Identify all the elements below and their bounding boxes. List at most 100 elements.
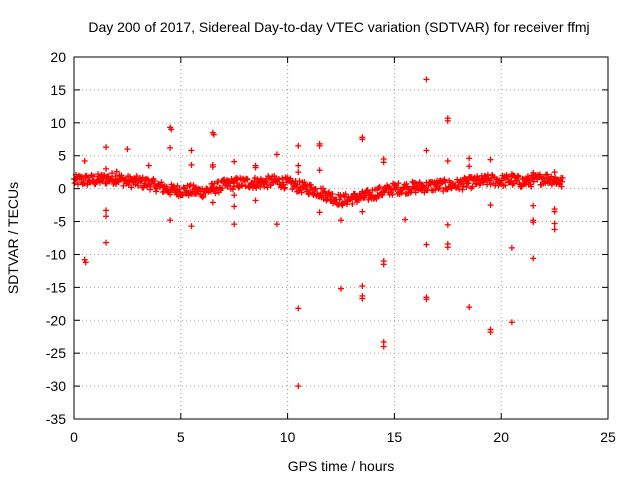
chart-title: Day 200 of 2017, Sidereal Day-to-day VTE…: [88, 19, 589, 35]
data-point: [120, 182, 127, 189]
data-point-outlier: [295, 169, 302, 176]
data-point-outlier: [423, 241, 430, 248]
data-point: [281, 185, 288, 192]
data-point-outlier: [252, 197, 259, 204]
data-point: [138, 177, 145, 184]
data-point: [335, 201, 342, 208]
y-tick-label: -35: [46, 411, 66, 427]
data-point: [436, 184, 443, 191]
data-point-outlier: [295, 142, 302, 149]
data-point-outlier: [209, 163, 216, 170]
data-point-outlier: [359, 208, 366, 215]
data-point: [143, 175, 150, 182]
y-tick-label: -30: [46, 378, 66, 394]
data-point: [177, 188, 184, 195]
data-point: [515, 173, 522, 180]
data-point: [210, 186, 217, 193]
data-point: [441, 176, 448, 183]
data-point-outlier: [423, 296, 430, 303]
data-point-outlier: [359, 295, 366, 302]
data-point: [105, 173, 112, 180]
data-point: [261, 183, 268, 190]
x-tick-label: 20: [493, 429, 509, 445]
data-point: [281, 184, 288, 191]
data-point: [442, 179, 449, 186]
y-tick-label: -5: [54, 214, 67, 230]
data-point: [298, 189, 305, 196]
data-point: [287, 175, 294, 182]
data-point: [457, 177, 464, 184]
data-point: [373, 195, 380, 202]
data-point: [412, 179, 419, 186]
data-point-outlier: [124, 146, 131, 153]
data-point: [214, 179, 221, 186]
data-point: [171, 183, 178, 190]
data-point: [349, 200, 356, 207]
data-point: [463, 184, 470, 191]
y-tick-label: 20: [50, 49, 66, 65]
data-point-outlier: [167, 217, 174, 224]
data-point-outlier: [530, 255, 537, 262]
data-point: [376, 183, 383, 190]
data-point: [344, 201, 351, 208]
data-point: [288, 179, 295, 186]
data-point: [510, 180, 517, 187]
data-point-outlier: [82, 259, 89, 266]
data-point: [327, 194, 334, 201]
data-point: [71, 180, 78, 187]
data-point: [127, 173, 134, 180]
data-point-outlier: [444, 221, 451, 228]
x-tick-label: 5: [177, 429, 185, 445]
data-point: [465, 180, 472, 187]
data-point: [487, 181, 494, 188]
data-point: [528, 183, 535, 190]
data-point-outlier: [530, 169, 537, 176]
data-point: [269, 179, 276, 186]
data-point-outlier: [380, 343, 387, 350]
data-point-outlier: [209, 199, 216, 206]
data-point: [280, 181, 287, 188]
data-point: [488, 175, 495, 182]
data-point: [432, 186, 439, 193]
data-point-outlier: [316, 209, 323, 216]
data-point: [219, 185, 226, 192]
x-axis-label: GPS time / hours: [288, 458, 395, 474]
data-point: [375, 184, 382, 191]
data-point-outlier: [273, 221, 280, 228]
data-point: [126, 178, 133, 185]
data-point: [207, 185, 214, 192]
data-point: [224, 183, 231, 190]
data-point: [311, 186, 318, 193]
data-point-outlier: [359, 283, 366, 290]
data-point: [535, 174, 542, 181]
data-point-outlier: [444, 244, 451, 251]
data-point: [502, 182, 509, 189]
data-point-outlier: [466, 155, 473, 162]
data-point: [212, 190, 219, 197]
data-point-outlier: [402, 216, 409, 223]
data-point: [253, 182, 260, 189]
data-point: [151, 177, 158, 184]
data-point: [363, 188, 370, 195]
y-tick-label: -25: [46, 345, 66, 361]
data-point-outlier: [338, 285, 344, 292]
data-point: [402, 184, 409, 191]
data-point: [544, 171, 551, 178]
data-point: [279, 175, 286, 182]
data-point-outlier: [551, 220, 558, 227]
data-point: [200, 192, 207, 199]
data-point-outlier: [231, 203, 238, 210]
data-point: [395, 180, 402, 187]
y-tick-label: 10: [50, 115, 66, 131]
data-point: [133, 173, 140, 180]
data-point: [416, 179, 423, 186]
data-point-outlier: [167, 144, 174, 151]
data-point-outlier: [103, 165, 110, 172]
data-point-outlier: [295, 383, 302, 390]
data-point: [223, 177, 230, 184]
data-point: [291, 182, 298, 189]
data-point: [211, 180, 218, 187]
grid-lines: [74, 57, 608, 419]
data-point: [271, 172, 278, 179]
data-point: [174, 182, 181, 189]
